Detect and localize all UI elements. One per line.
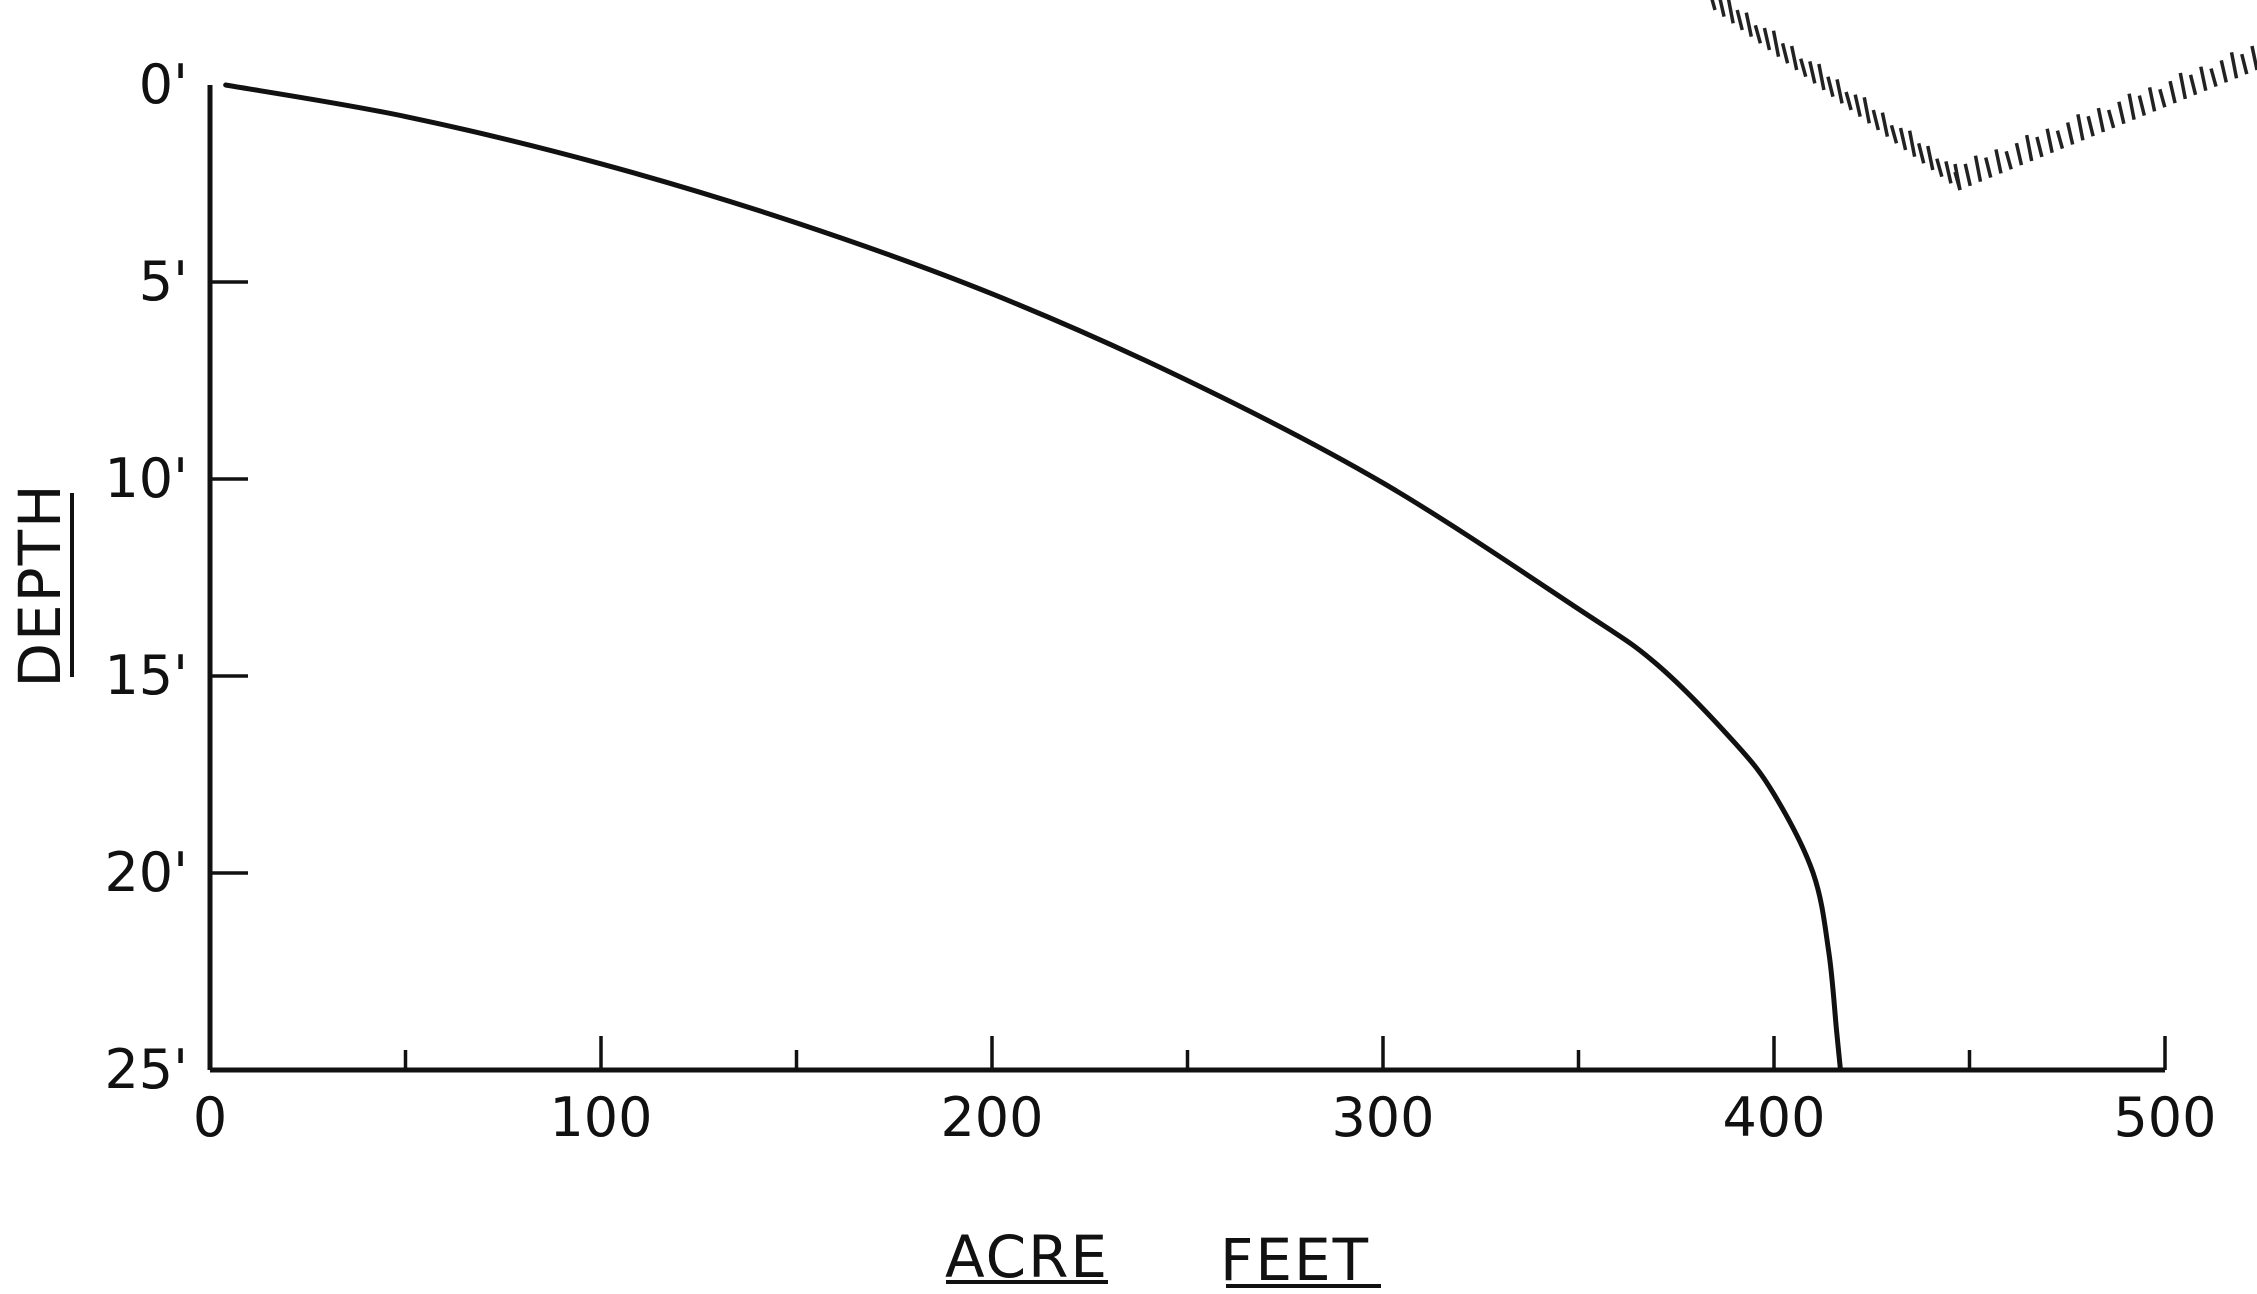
hatch-stroke xyxy=(1780,42,1790,64)
hatch-stroke xyxy=(1718,0,1726,18)
hatched-boundary-decoration xyxy=(1710,0,2257,191)
hatch-stroke xyxy=(2014,142,2024,166)
hatch-stroke xyxy=(2117,101,2126,125)
hatch-stroke xyxy=(1889,124,1899,144)
hatch-stroke xyxy=(1762,27,1772,51)
hatch-stroke xyxy=(1835,78,1844,104)
hatch-stroke xyxy=(2219,60,2228,83)
hatch-stroke xyxy=(1944,160,1953,184)
hatch-stroke xyxy=(2055,130,2065,150)
hatch-stroke xyxy=(1871,109,1881,131)
depth-capacity-curve xyxy=(223,82,1843,1073)
hatch-stroke xyxy=(2127,93,2136,120)
y-axis-ticks: 0' 5' 10' 15' 20' 25' xyxy=(104,53,248,1101)
hatch-stroke xyxy=(2024,134,2034,162)
hatch-stroke xyxy=(1917,142,1926,164)
x-tick-label: 200 xyxy=(940,1086,1043,1149)
hatch-stroke xyxy=(1799,58,1808,78)
hatch-stroke xyxy=(1953,171,1962,191)
hatch-stroke xyxy=(1735,9,1744,31)
x-tick-label: 500 xyxy=(2113,1086,2216,1149)
series-group xyxy=(223,82,1843,1073)
hatch-stroke xyxy=(1710,0,1717,11)
x-tick-label: 300 xyxy=(1331,1086,1434,1149)
hatch-stroke xyxy=(2250,45,2257,71)
y-tick-label: 0' xyxy=(139,53,188,116)
y-tick-label: 25' xyxy=(104,1038,188,1101)
y-tick-label: 5' xyxy=(139,250,188,313)
hatch-stroke xyxy=(2229,51,2239,79)
y-axis-title: DEPTH xyxy=(6,482,74,687)
hatch-stroke xyxy=(2147,87,2157,112)
hatch-stroke xyxy=(1994,149,2003,174)
hatch-stroke xyxy=(1935,158,1944,178)
x-tick-label: 400 xyxy=(1722,1086,1825,1149)
hatch-stroke xyxy=(1963,163,1972,187)
hatch-stroke xyxy=(2086,115,2095,137)
hatch-stroke xyxy=(1926,145,1935,171)
hatch-stroke xyxy=(2168,80,2177,104)
hatch-stroke xyxy=(1862,97,1871,124)
y-tick-label: 20' xyxy=(104,841,188,904)
hatch-stroke xyxy=(1726,0,1735,24)
hatch-stroke xyxy=(2178,72,2188,100)
hatch-stroke xyxy=(2065,122,2075,145)
hatch-stroke xyxy=(1808,60,1817,84)
hatch-stroke xyxy=(2137,95,2147,116)
hatch-stroke xyxy=(1880,112,1890,138)
hatch-stroke xyxy=(2209,68,2218,88)
hatch-stroke xyxy=(1984,157,1993,179)
hatch-stroke xyxy=(2045,128,2054,154)
x-axis-ticks: 0 100 200 300 400 500 xyxy=(193,1036,2217,1149)
hatch-stroke xyxy=(2240,53,2249,75)
hatch-stroke xyxy=(1853,94,1862,118)
hatch-stroke xyxy=(1789,45,1799,71)
x-tick-label: 0 xyxy=(193,1086,227,1149)
hatch-stroke xyxy=(1744,12,1754,38)
hatch-stroke xyxy=(1771,30,1781,57)
hatch-stroke xyxy=(1826,76,1835,98)
hatch-stroke xyxy=(2035,136,2044,158)
x-axis-title-group: ACRE FEET xyxy=(945,1223,1381,1294)
hatch-stroke xyxy=(2188,74,2198,96)
hatch-stroke xyxy=(2199,66,2208,92)
x-tick-label: 100 xyxy=(549,1086,652,1149)
hatch-stroke xyxy=(1844,91,1853,111)
hatch-stroke xyxy=(2096,107,2106,133)
hatch-stroke xyxy=(2004,150,2013,170)
hatch-stroke xyxy=(2076,114,2085,141)
chart-axes xyxy=(207,85,2165,1073)
hatch-stroke xyxy=(1898,127,1908,151)
x-axis-title-word-1: ACRE xyxy=(945,1223,1109,1291)
y-tick-label: 15' xyxy=(104,644,188,707)
y-axis-title-group: DEPTH xyxy=(6,482,74,688)
hatch-stroke xyxy=(1753,24,1763,44)
hatch-stroke xyxy=(1907,130,1917,157)
hatch-stroke xyxy=(2106,109,2116,129)
hatch-stroke xyxy=(1973,155,1983,183)
hatch-stroke xyxy=(1817,63,1826,91)
x-axis-title-word-2: FEET xyxy=(1220,1226,1370,1294)
y-tick-label: 10' xyxy=(104,447,188,510)
hatch-stroke xyxy=(2158,88,2167,108)
